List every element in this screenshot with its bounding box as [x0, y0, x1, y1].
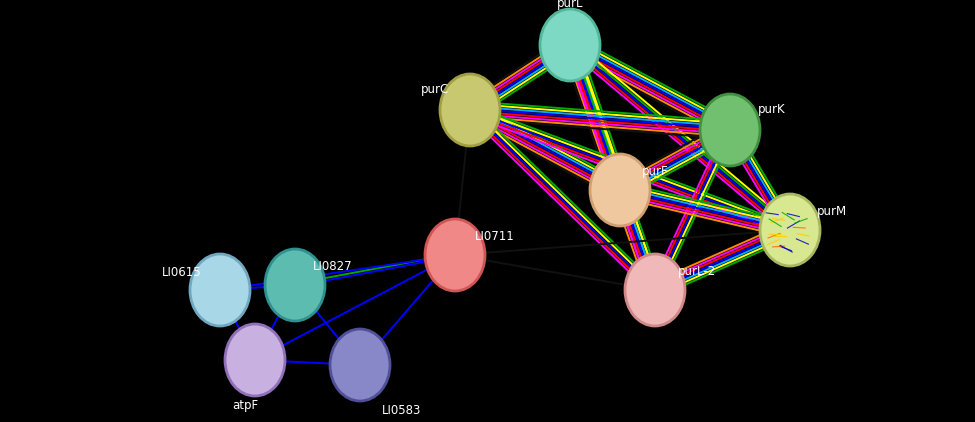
Ellipse shape [225, 324, 285, 396]
Ellipse shape [425, 219, 485, 291]
Text: purL: purL [557, 0, 583, 10]
Text: purC: purC [421, 84, 449, 97]
Ellipse shape [190, 254, 250, 326]
Text: purK: purK [759, 103, 786, 116]
Text: LI0711: LI0711 [475, 230, 515, 243]
Text: LI0827: LI0827 [313, 260, 353, 273]
Ellipse shape [265, 249, 325, 321]
Ellipse shape [760, 194, 820, 266]
Ellipse shape [440, 74, 500, 146]
Ellipse shape [700, 94, 760, 166]
Ellipse shape [590, 154, 650, 226]
Ellipse shape [625, 254, 685, 326]
Text: atpF: atpF [232, 398, 258, 411]
Text: purM: purM [817, 206, 847, 219]
Ellipse shape [540, 9, 600, 81]
Text: LI0583: LI0583 [382, 403, 421, 417]
Text: LI0615: LI0615 [162, 265, 202, 279]
Text: purL-2: purL-2 [678, 265, 716, 279]
Ellipse shape [330, 329, 390, 401]
Text: purF: purF [642, 165, 668, 179]
